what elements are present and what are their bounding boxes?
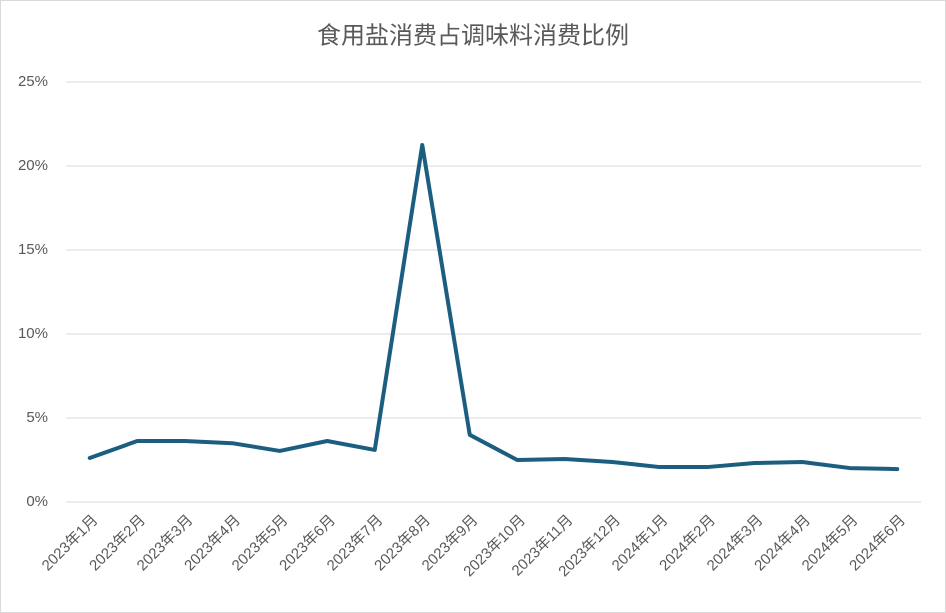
y-tick-label: 10% [18, 325, 48, 342]
y-tick-label: 0% [26, 493, 48, 510]
y-tick-label: 25% [18, 73, 48, 90]
y-tick-label: 20% [18, 157, 48, 174]
y-tick-label: 15% [18, 241, 48, 258]
data-line [87, 143, 900, 472]
y-tick-label: 5% [26, 409, 48, 426]
chart-title: 食用盐消费占调味料消费比例 [317, 22, 629, 49]
